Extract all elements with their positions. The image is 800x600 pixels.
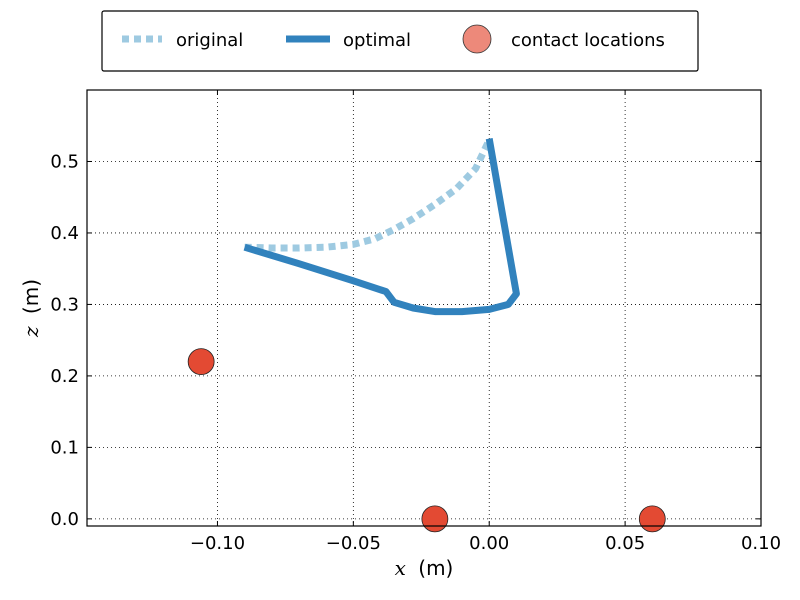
plot-frame xyxy=(86,89,762,527)
series-line-optimal xyxy=(243,137,520,316)
contact-markers xyxy=(187,348,666,533)
x-axis-unit: (m) xyxy=(418,556,453,580)
x-axis-var: x xyxy=(395,556,406,580)
legend-contact-label: contact locations xyxy=(511,30,665,51)
legend-original-label: original xyxy=(176,30,243,51)
y-axis-var: z xyxy=(19,326,43,338)
x-tick-label: −0.10 xyxy=(190,533,245,554)
legend: original optimal contact locations xyxy=(101,10,699,72)
series-line-original xyxy=(244,138,493,252)
contact-location-marker xyxy=(187,348,215,376)
y-tick-label: 0.2 xyxy=(50,366,79,387)
y-tick-label: 0.1 xyxy=(50,437,79,458)
y-tick-label: 0.0 xyxy=(50,509,79,530)
y-axis-unit: (m) xyxy=(19,279,43,314)
contact-location-marker xyxy=(638,505,666,533)
y-tick-label: 0.3 xyxy=(50,294,79,315)
ticks: −0.10 −0.05 0.00 0.05 0.10 0.0 0.1 0.2 0.3 0.4 0.5 xyxy=(50,90,781,554)
x-tick-label: −0.05 xyxy=(326,533,381,554)
x-tick-label: 0.10 xyxy=(741,533,781,554)
legend-optimal-label: optimal xyxy=(343,30,411,51)
y-tick-label: 0.4 xyxy=(50,223,79,244)
x-tick-label: 0.00 xyxy=(469,533,509,554)
legend-box xyxy=(101,10,699,72)
y-axis-label: z (m) xyxy=(19,279,43,338)
y-tick-label: 0.5 xyxy=(50,151,79,172)
plot-area: −0.10 −0.05 0.00 0.05 0.10 0.0 0.1 0.2 0.3 0.4 0.5 xyxy=(50,89,781,554)
legend-contact-marker xyxy=(462,24,492,54)
contact-location-marker xyxy=(421,505,449,533)
series-layer xyxy=(243,137,520,316)
x-axis-label: x (m) xyxy=(395,556,454,580)
x-tick-label: 0.05 xyxy=(605,533,645,554)
